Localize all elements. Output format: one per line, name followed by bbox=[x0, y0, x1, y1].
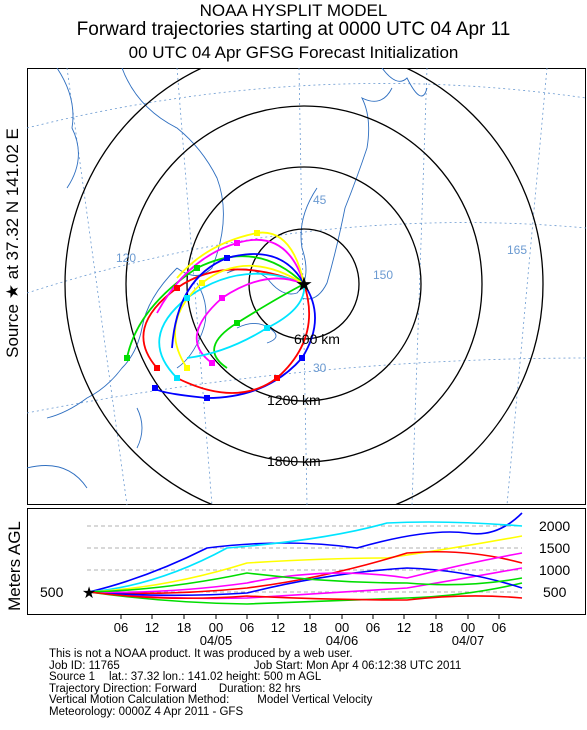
height-tick-1500: 1500 bbox=[539, 540, 570, 556]
height-tick-2000: 2000 bbox=[539, 518, 570, 534]
svg-text:06: 06 bbox=[240, 620, 254, 635]
profile-svg: 2000 1500 1000 500 500 ★ bbox=[27, 508, 586, 648]
map-svg: ★ 600 km 1200 km 1800 km 45 120 150 30 1… bbox=[26, 44, 587, 524]
svg-text:04/05: 04/05 bbox=[200, 633, 233, 646]
ring-label-1800: 1800 km bbox=[267, 453, 321, 469]
svg-text:00: 00 bbox=[461, 620, 475, 635]
height-axis-label: Meters AGL bbox=[5, 521, 24, 611]
svg-text:06: 06 bbox=[114, 620, 128, 635]
svg-text:18: 18 bbox=[303, 620, 317, 635]
height-tick-1000: 1000 bbox=[539, 562, 570, 578]
vertical-motion-method: Model Vertical Velocity bbox=[257, 694, 373, 707]
profile-source-star-icon: ★ bbox=[82, 585, 96, 602]
time-ticks bbox=[120, 614, 500, 619]
svg-text:18: 18 bbox=[177, 620, 191, 635]
source-number: Source 1 bbox=[49, 671, 96, 684]
source-location-label: Source ★ at 37.32 N 141.02 E bbox=[3, 128, 22, 358]
svg-text:06: 06 bbox=[492, 620, 506, 635]
ring-label-600: 600 km bbox=[294, 331, 340, 347]
duration: Duration: 82 hrs bbox=[218, 682, 301, 695]
job-start: Job Start: Mon Apr 4 06:12:38 UTC 2011 bbox=[253, 659, 462, 672]
range-ring-outer bbox=[125, 105, 483, 463]
run-info: This is not a NOAA product. It was produ… bbox=[49, 648, 569, 729]
grid-label-45: 45 bbox=[313, 193, 327, 207]
source-coords: lat.: 37.32 lon.: 141.02 height: 500 m A… bbox=[109, 671, 322, 684]
grid-label-165: 165 bbox=[507, 243, 527, 257]
svg-text:00: 00 bbox=[335, 620, 349, 635]
profile-lines bbox=[88, 512, 523, 605]
trajectory-direction: Trajectory Direction: Forward bbox=[49, 682, 197, 695]
ring-label-1200: 1200 km bbox=[267, 392, 321, 408]
svg-text:12: 12 bbox=[397, 620, 411, 635]
svg-text:04/07: 04/07 bbox=[452, 633, 485, 646]
disclaimer: This is not a NOAA product. It was produ… bbox=[49, 648, 353, 660]
start-height-label: 500 bbox=[40, 584, 64, 600]
forecast-subtitle: 00 UTC 04 Apr GFSG Forecast Initializati… bbox=[128, 43, 459, 62]
job-id: Job ID: 11765 bbox=[49, 659, 120, 672]
model-title: NOAA HYSPLIT MODEL bbox=[199, 1, 388, 20]
source-star-icon: ★ bbox=[295, 274, 313, 296]
date-labels: 04/05 04/06 04/07 bbox=[200, 633, 485, 648]
time-tick-labels: 06 12 18 00 06 12 18 00 06 12 18 00 06 bbox=[114, 620, 506, 635]
trajectory-title: Forward trajectories starting at 0000 UT… bbox=[76, 19, 511, 40]
svg-text:00: 00 bbox=[209, 620, 223, 635]
grid-label-30: 30 bbox=[313, 361, 327, 375]
svg-text:12: 12 bbox=[145, 620, 159, 635]
height-tick-500: 500 bbox=[543, 584, 567, 600]
trajectory-markers bbox=[124, 230, 305, 401]
grid-label-120: 120 bbox=[116, 251, 136, 265]
meteorology: Meteorology: 0000Z 4 Apr 2011 - GFS bbox=[49, 705, 244, 718]
grid-label-150: 150 bbox=[373, 268, 393, 282]
trajectory-map: ★ 600 km 1200 km 1800 km 45 120 150 30 1… bbox=[26, 44, 587, 524]
svg-text:04/06: 04/06 bbox=[326, 633, 359, 646]
svg-text:12: 12 bbox=[271, 620, 285, 635]
vertical-motion-label: Vertical Motion Calculation Method: bbox=[49, 694, 230, 707]
range-ring-middle bbox=[186, 166, 422, 402]
svg-text:18: 18 bbox=[429, 620, 443, 635]
svg-text:06: 06 bbox=[366, 620, 380, 635]
height-profile: 2000 1500 1000 500 500 ★ bbox=[27, 508, 586, 648]
